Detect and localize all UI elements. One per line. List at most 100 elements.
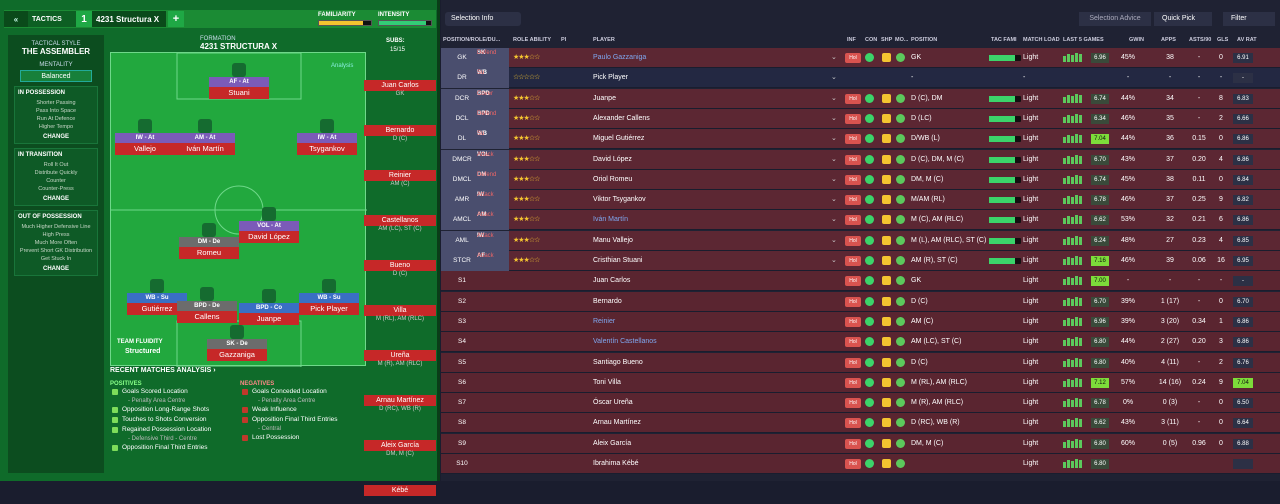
substitute[interactable]: Juan Carlos GK [364,80,436,99]
table-row[interactable]: S6 Toni Villa Hol M (RL), AM (RLC) Light 7.12… [441,372,1280,393]
player-name[interactable]: Iván Martín [593,216,629,224]
player-name[interactable]: Aleix García [593,439,632,447]
back-button[interactable]: « [4,11,28,27]
player-name[interactable]: Pick Player [593,74,629,82]
substitute-name[interactable]: Reinier [364,170,436,181]
table-row[interactable]: GK SK Defend ★★★☆☆ Paulo Gazzaniga ⌄ Hol GK Ligh… [441,48,1280,68]
column-header[interactable]: POSITION [911,37,938,43]
player-name[interactable]: Manu Vallejo [593,236,633,244]
column-header[interactable]: INF [847,37,856,43]
substitute-name[interactable]: Bernardo [364,125,436,136]
substitute[interactable]: Reinier AM (C) [364,170,436,189]
player-name[interactable]: Romeu [179,247,239,259]
player-name[interactable]: Óscar Ureña [593,399,633,407]
player-name[interactable]: Vallejo [115,143,175,155]
tactic-slot-number[interactable]: 1 [76,11,92,27]
tactical-style-name[interactable]: THE ASSEMBLER [21,47,91,56]
player-name[interactable]: David López [239,231,299,243]
player-name[interactable]: Tsygankov [297,143,357,155]
table-row[interactable]: S9 Aleix García Hol DM, M (C) Light 6.80 60% 0 … [441,433,1280,454]
table-row[interactable]: AMCL AM Attack ★★★☆☆ Iván Martín ⌄ Hol M (C), A… [441,210,1280,231]
substitute[interactable]: Castellanos AM (LC), ST (C) [364,215,436,234]
chevron-down-icon[interactable]: ⌄ [831,94,837,102]
player-name[interactable]: Ibrahima Kébé [593,460,639,467]
player-name[interactable]: David López [593,155,632,163]
substitute-name[interactable]: Villa [364,305,436,316]
pitch-player[interactable]: BPD - De Callens [177,287,237,323]
chevron-down-icon[interactable]: ⌄ [831,155,837,163]
column-header[interactable]: CON [865,37,878,43]
chevron-down-icon[interactable]: ⌄ [831,135,837,143]
player-name[interactable]: Stuani [209,87,269,99]
chevron-down-icon[interactable]: ⌄ [831,257,837,264]
pitch-player[interactable]: IW - At Vallejo [115,119,175,155]
add-tactic-button[interactable]: + [168,11,184,27]
table-row[interactable]: S10 Ibrahima Kébé Hol Light 6.80 [441,454,1280,474]
analysis-title[interactable]: RECENT MATCHES ANALYSIS › [110,367,216,374]
player-name[interactable]: Miguel Gutiérrez [593,135,645,143]
pitch-player[interactable]: VOL - At David López [239,207,299,243]
player-name[interactable]: Santiago Bueno [593,358,643,366]
substitute-name[interactable]: Aleix García [364,440,436,451]
substitute-name[interactable]: Bueno [364,260,436,271]
chevron-down-icon[interactable]: ⌄ [831,74,837,82]
table-row[interactable]: DL WB Su ★★★☆☆ Miguel Gutiérrez ⌄ Hol D/WB (L) L… [441,129,1280,150]
player-name[interactable]: Juan Carlos [593,277,631,285]
quick-pick-button[interactable]: Quick Pick [1154,12,1212,26]
table-row[interactable]: DMCR VOL Attack ★★★☆☆ David López ⌄ Hol D (C), … [441,149,1280,170]
player-name[interactable]: Juanpe [239,313,299,325]
player-name[interactable]: Juanpe [593,94,616,102]
column-header[interactable]: LAST 5 GAMES [1063,37,1104,43]
familiarity-bar[interactable] [318,20,372,26]
table-row[interactable]: DR WB Su ☆☆☆☆☆ Pick Player ⌄ - - - - - - - [441,68,1280,89]
analysis-link[interactable]: Analysis [331,63,354,69]
substitute[interactable]: Aleix García DM, M (C) [364,440,436,459]
substitute[interactable]: Arnau Martínez D (RC), WB (R) [364,395,436,414]
change-button[interactable]: CHANGE [42,266,69,272]
player-name[interactable]: Arnau Martínez [593,419,641,427]
mentality-select[interactable]: Balanced [20,70,92,82]
column-header[interactable]: SHP [881,37,893,43]
column-header[interactable]: GLS [1217,37,1229,43]
substitute-name[interactable]: Juan Carlos [364,80,436,91]
change-button[interactable]: CHANGE [42,196,69,202]
table-row[interactable]: S4 Valentín Castellanos Hol AM (LC), ST (C)… [441,332,1280,353]
table-row[interactable]: DCL BPD Defend ★★★☆☆ Alexander Callens ⌄ Hol D … [441,108,1280,129]
column-header[interactable]: POSITION/ROLE/DU... [443,37,501,43]
player-name[interactable]: Bernardo [593,297,622,305]
table-row[interactable]: STCR AF Attack ★★★☆☆ Cristhian Stuani ⌄ Hol AM … [441,251,1280,271]
table-row[interactable]: S2 Bernardo Hol D (C) Light 6.70 39% 1 (17) - 0 6.… [441,291,1280,312]
substitute-name[interactable]: Ureña [364,350,436,361]
chevron-down-icon[interactable]: ⌄ [831,54,837,61]
selection-info-dropdown[interactable]: Selection Info [445,12,521,26]
player-name[interactable]: Gutiérrez [127,303,187,315]
column-header[interactable]: AV RAT [1237,37,1257,43]
pitch-player[interactable]: BPD - Co Juanpe [239,289,299,325]
tactics-tab[interactable]: TACTICS [28,11,76,27]
chevron-down-icon[interactable]: ⌄ [831,114,837,122]
table-row[interactable]: S1 Juan Carlos Hol GK Light 7.00 - - - - - [441,271,1280,292]
substitute[interactable]: Bernardo D (C) [364,125,436,144]
column-header[interactable]: APPS [1161,37,1176,43]
change-button[interactable]: CHANGE [42,134,69,140]
table-row[interactable]: S7 Óscar Ureña Hol M (R), AM (RLC) Light 6.78… [441,393,1280,414]
table-row[interactable]: S8 Arnau Martínez Hol D (RC), WB (R) Light 6.… [441,413,1280,434]
substitute[interactable]: Kébé [364,485,436,504]
substitute[interactable]: Villa M (RL), AM (RLC) [364,305,436,324]
selection-advice-button[interactable]: Selection Advice [1079,12,1151,26]
pitch-player[interactable]: DM - De Romeu [179,223,239,259]
player-name[interactable]: Toni Villa [593,378,621,386]
substitute-name[interactable]: Castellanos [364,215,436,226]
table-row[interactable]: AML IW Attack ★★★☆☆ Manu Vallejo ⌄ Hol M (L), A… [441,230,1280,251]
substitute[interactable]: Bueno D (C) [364,260,436,279]
player-name[interactable]: Oriol Romeu [593,175,633,183]
pitch-player[interactable]: AF - At Stuani [209,63,269,99]
pitch-player[interactable]: IW - At Tsygankov [297,119,357,155]
table-row[interactable]: S3 Reinier Hol AM (C) Light 6.96 39% 3 (20) 0.34… [441,311,1280,332]
column-header[interactable]: PI [561,37,567,43]
player-name[interactable]: Pick Player [299,303,359,315]
player-name[interactable]: Reinier [593,317,616,325]
column-header[interactable]: ASTS/90 [1189,37,1212,43]
column-header[interactable]: PLAYER [593,37,615,43]
formation-name[interactable]: 4231 STRUCTURA X [200,42,278,51]
